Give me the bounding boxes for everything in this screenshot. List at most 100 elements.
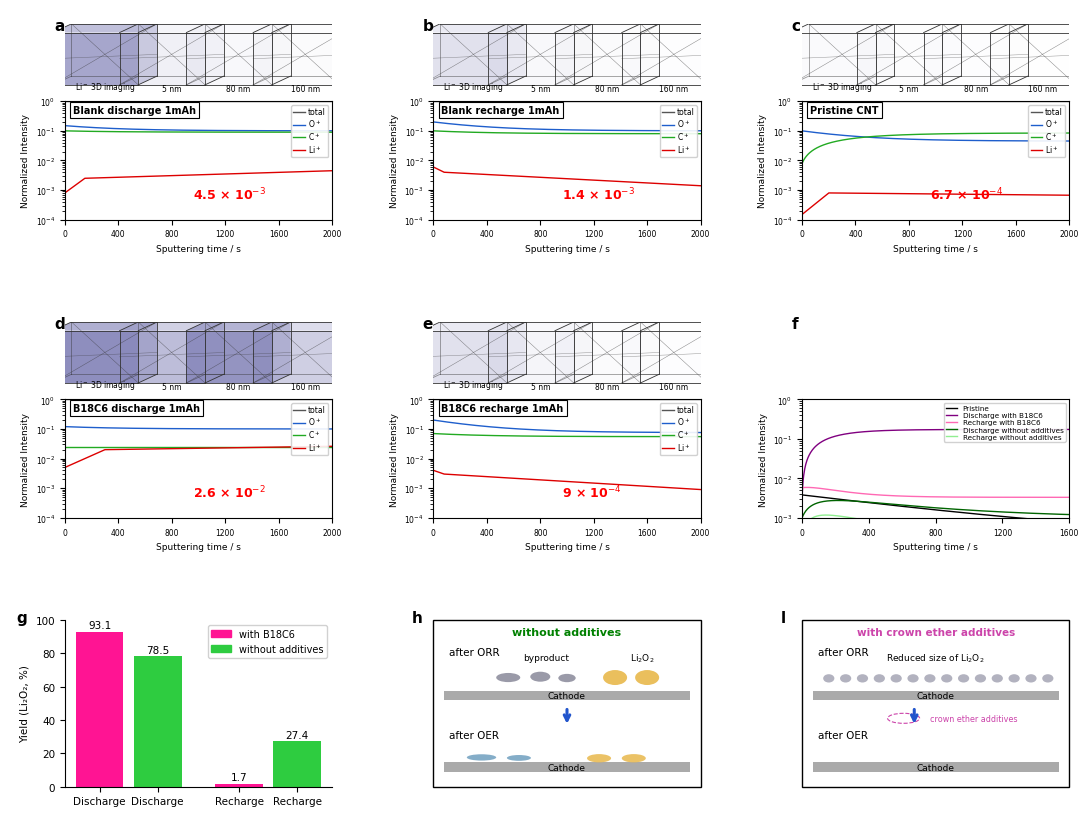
C$^+$ <box>694 432 707 442</box>
C$^+$ <box>474 431 487 440</box>
Li$^+$ <box>694 485 707 495</box>
Li$^+$ <box>974 190 987 200</box>
Li$^+$ <box>216 170 229 180</box>
Legend: total, O$^+$, C$^+$, Li$^+$: total, O$^+$, C$^+$, Li$^+$ <box>292 404 328 455</box>
Polygon shape <box>53 34 138 86</box>
Text: 93.1: 93.1 <box>87 620 111 630</box>
C$^+$ <box>953 129 966 139</box>
Text: 160 nm: 160 nm <box>659 383 688 392</box>
Discharge without additives <box>941 504 954 514</box>
O$^+$ <box>605 127 618 137</box>
Text: 9 × 10$^{-4}$: 9 × 10$^{-4}$ <box>562 484 621 500</box>
Discharge with B18C6 <box>1056 425 1069 435</box>
Text: Cathode: Cathode <box>548 691 586 700</box>
Line: Recharge without additives: Recharge without additives <box>802 516 1069 539</box>
Text: 5 nm: 5 nm <box>530 84 550 94</box>
Ellipse shape <box>588 754 611 763</box>
Text: 160 nm: 160 nm <box>291 84 320 94</box>
Li$^+$ <box>584 479 597 489</box>
Polygon shape <box>488 34 573 86</box>
Text: after OER: after OER <box>449 730 499 740</box>
Legend: total, O$^+$, C$^+$, Li$^+$: total, O$^+$, C$^+$, Li$^+$ <box>660 404 697 455</box>
Li$^+$ <box>997 190 1010 200</box>
Polygon shape <box>120 331 205 383</box>
Li$^+$ <box>584 176 597 185</box>
C$^+$ <box>496 431 509 441</box>
Text: 6.7 × 10$^{-4}$: 6.7 × 10$^{-4}$ <box>930 186 1003 203</box>
Recharge without additives <box>1057 532 1070 542</box>
Y-axis label: Normalized Intensity: Normalized Intensity <box>758 114 768 208</box>
Discharge with B18C6 <box>955 425 968 435</box>
O$^+$ <box>917 136 930 146</box>
Discharge without additives <box>923 503 936 513</box>
X-axis label: Sputtering time / s: Sputtering time / s <box>156 244 241 253</box>
total <box>179 395 192 405</box>
Li$^+$ <box>605 479 618 489</box>
total <box>629 97 642 107</box>
Li$^+$ <box>106 445 119 455</box>
C$^+$ <box>974 129 987 139</box>
Bar <box>134 656 181 787</box>
Li$^+$ <box>917 190 930 200</box>
O$^+$ <box>694 127 707 137</box>
Text: B18C6 recharge 1mAh: B18C6 recharge 1mAh <box>442 403 564 413</box>
Bar <box>273 741 321 787</box>
Text: 1.7: 1.7 <box>231 773 247 782</box>
total <box>259 395 272 405</box>
Li$^+$ <box>325 166 338 176</box>
O$^+$ <box>127 424 140 434</box>
Li$^+$ <box>822 189 835 199</box>
Li$^+$ <box>427 163 440 173</box>
Text: 5 nm: 5 nm <box>162 383 181 392</box>
Line: Recharge with B18C6: Recharge with B18C6 <box>802 488 1069 498</box>
Recharge without additives <box>941 526 954 536</box>
O$^+$ <box>584 427 597 437</box>
total <box>584 395 597 405</box>
total <box>496 395 509 405</box>
Bar <box>444 691 690 700</box>
Text: 80 nm: 80 nm <box>227 383 251 392</box>
Ellipse shape <box>622 754 646 763</box>
C$^+$ <box>842 135 855 145</box>
O$^+$ <box>216 127 229 137</box>
O$^+$ <box>58 422 71 432</box>
Discharge with B18C6 <box>922 426 935 436</box>
Text: Li$^-$ 3D imaging: Li$^-$ 3D imaging <box>443 378 503 392</box>
Polygon shape <box>53 331 138 383</box>
O$^+$ <box>259 127 272 137</box>
Li$^+$ <box>179 171 192 181</box>
Text: crown ether additives: crown ether additives <box>930 714 1017 723</box>
Discharge with B18C6 <box>940 425 953 435</box>
Li$^+$ <box>865 189 878 199</box>
total <box>694 97 707 107</box>
C$^+$ <box>325 442 338 452</box>
Polygon shape <box>120 323 224 331</box>
C$^+$ <box>427 127 440 137</box>
O$^+$ <box>842 132 855 142</box>
Discharge without additives <box>1015 508 1028 518</box>
Line: C$^+$: C$^+$ <box>433 434 701 437</box>
Text: 2.6 × 10$^{-2}$: 2.6 × 10$^{-2}$ <box>193 484 266 500</box>
Discharge without additives <box>832 496 845 506</box>
Recharge without additives <box>955 527 968 537</box>
C$^+$ <box>864 132 877 142</box>
Li$^+$ <box>237 169 249 179</box>
O$^+$ <box>584 126 597 136</box>
Text: 160 nm: 160 nm <box>1028 84 1057 94</box>
Polygon shape <box>253 323 357 331</box>
Recharge with B18C6 <box>1057 493 1070 503</box>
O$^+$ <box>237 425 249 435</box>
Polygon shape <box>253 331 339 383</box>
total <box>237 97 249 107</box>
total <box>953 97 966 107</box>
O$^+$ <box>974 137 987 147</box>
Text: l: l <box>781 610 786 625</box>
O$^+$ <box>997 137 1010 147</box>
Discharge with B18C6 <box>796 494 809 504</box>
Line: Li$^+$: Li$^+$ <box>65 447 332 468</box>
Text: Li$^-$ 3D imaging: Li$^-$ 3D imaging <box>75 81 135 94</box>
Recharge without additives <box>1063 532 1076 542</box>
O$^+$ <box>548 426 561 436</box>
Polygon shape <box>421 323 526 331</box>
Text: 160 nm: 160 nm <box>291 383 320 392</box>
